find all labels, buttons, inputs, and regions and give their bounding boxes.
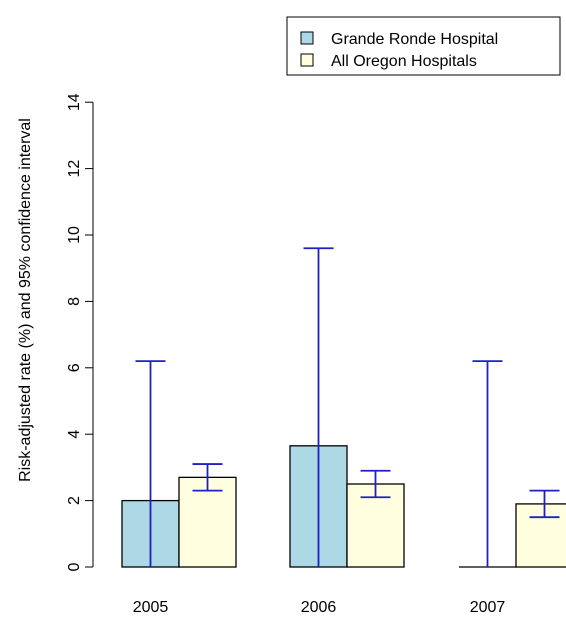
- y-tick-label: 8: [66, 297, 83, 306]
- y-tick-label: 12: [66, 160, 83, 178]
- y-tick-label: 2: [66, 496, 83, 505]
- y-tick-label: 4: [66, 430, 83, 439]
- y-tick-label: 10: [66, 226, 83, 244]
- x-tick-label-2007: 2007: [470, 599, 506, 616]
- bar-all-oregon-2007: [515, 503, 566, 568]
- bar-all-oregon-2005: [178, 476, 237, 568]
- legend-swatch: [300, 31, 314, 45]
- legend-label: All Oregon Hospitals: [331, 53, 477, 70]
- bars: [121, 445, 566, 568]
- x-tick-labels: 2005 2006 2007: [133, 599, 506, 616]
- legend-label: Grande Ronde Hospital: [331, 31, 498, 48]
- legend-box: [286, 16, 561, 76]
- y-tick-label: 6: [66, 363, 83, 372]
- y-axis: 0 2 4 6 8 10 12 14: [66, 93, 94, 571]
- y-axis-title: Risk-adjusted rate (%) and 95% confidenc…: [17, 118, 34, 482]
- error-bars: [135, 247, 560, 567]
- y-tick-label: 0: [66, 562, 83, 571]
- x-tick-label-2005: 2005: [133, 599, 169, 616]
- legend-swatch: [300, 53, 314, 67]
- legend: Grande Ronde Hospital All Oregon Hospital…: [286, 16, 561, 76]
- y-tick-label: 14: [66, 93, 83, 111]
- x-tick-label-2006: 2006: [301, 599, 337, 616]
- y-axis-title-group: Risk-adjusted rate (%) and 95% confidenc…: [17, 118, 34, 482]
